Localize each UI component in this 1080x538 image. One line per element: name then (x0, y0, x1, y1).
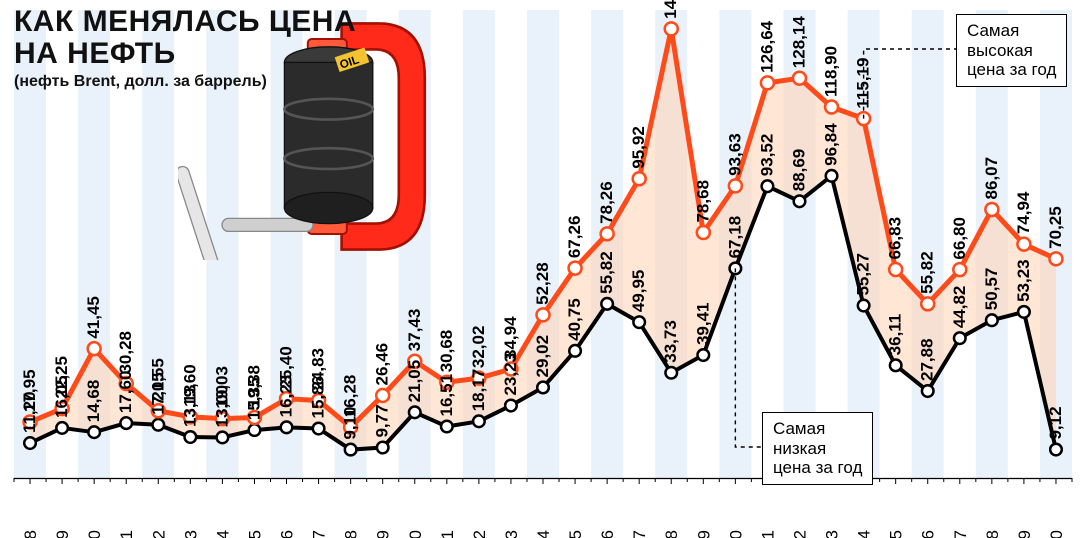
svg-text:1991: 1991 (117, 530, 136, 538)
svg-text:1993: 1993 (181, 530, 200, 538)
svg-text:1997: 1997 (310, 530, 329, 538)
svg-text:2018: 2018 (983, 530, 1002, 538)
svg-text:2013: 2013 (823, 530, 842, 538)
svg-text:2014: 2014 (855, 530, 874, 538)
svg-text:39,41: 39,41 (693, 302, 712, 345)
svg-text:88,69: 88,69 (789, 149, 808, 192)
svg-text:26,46: 26,46 (373, 343, 392, 386)
svg-text:52,28: 52,28 (533, 262, 552, 305)
chart-subtitle: (нефть Brent, долл. за баррель) (14, 73, 356, 91)
svg-text:78,26: 78,26 (597, 181, 616, 224)
svg-text:30,28: 30,28 (116, 331, 135, 374)
svg-text:2004: 2004 (534, 530, 553, 538)
svg-text:93,63: 93,63 (725, 133, 744, 176)
svg-text:1989: 1989 (53, 530, 72, 538)
svg-text:2016: 2016 (919, 530, 938, 538)
svg-text:66,80: 66,80 (950, 217, 969, 260)
svg-text:9,10: 9,10 (341, 407, 360, 440)
svg-text:2002: 2002 (470, 530, 489, 538)
svg-text:2011: 2011 (758, 530, 777, 538)
svg-text:67,26: 67,26 (565, 216, 584, 259)
svg-text:86,07: 86,07 (982, 157, 1001, 200)
svg-text:37,43: 37,43 (405, 309, 424, 352)
svg-text:44,82: 44,82 (950, 286, 969, 329)
svg-text:1998: 1998 (342, 530, 361, 538)
svg-text:53,23: 53,23 (1014, 259, 1033, 302)
svg-text:1988: 1988 (21, 530, 40, 538)
chart-title: КАК МЕНЯЛАСЬ ЦЕНА НА НЕФТЬ (14, 6, 356, 69)
svg-text:15,35: 15,35 (244, 378, 263, 421)
svg-text:17,60: 17,60 (116, 371, 135, 414)
svg-text:1990: 1990 (85, 530, 104, 538)
svg-text:23,23: 23,23 (501, 353, 520, 396)
svg-text:33,73: 33,73 (661, 320, 680, 363)
svg-text:40,75: 40,75 (565, 298, 584, 341)
svg-text:15,86: 15,86 (309, 376, 328, 419)
svg-text:95,92: 95,92 (629, 126, 648, 169)
svg-text:2008: 2008 (662, 530, 681, 538)
svg-text:1995: 1995 (245, 530, 264, 538)
svg-text:13,00: 13,00 (212, 385, 231, 428)
svg-text:13,13: 13,13 (180, 384, 199, 427)
svg-text:128,14: 128,14 (789, 16, 808, 69)
svg-text:36,11: 36,11 (886, 314, 905, 356)
svg-text:2020: 2020 (1047, 530, 1066, 538)
chart-title-block: КАК МЕНЯЛАСЬ ЦЕНА НА НЕФТЬ (нефть Brent,… (14, 6, 356, 91)
svg-text:93,52: 93,52 (757, 134, 776, 177)
svg-text:2012: 2012 (790, 530, 809, 538)
svg-text:2001: 2001 (438, 530, 457, 538)
svg-text:1996: 1996 (278, 530, 297, 538)
svg-text:96,84: 96,84 (822, 123, 841, 166)
svg-text:18,17: 18,17 (469, 369, 488, 412)
callout-low: Самая низкая цена за год (762, 412, 873, 485)
svg-text:41,45: 41,45 (84, 296, 103, 339)
svg-text:27,88: 27,88 (918, 338, 937, 381)
svg-text:16,23: 16,23 (277, 375, 296, 418)
title-line2: НА НЕФТЬ (14, 37, 176, 70)
svg-text:34,94: 34,94 (501, 316, 520, 359)
svg-text:1994: 1994 (213, 530, 232, 538)
svg-text:16,05: 16,05 (52, 375, 71, 418)
svg-text:118,90: 118,90 (822, 46, 841, 97)
svg-text:126,64: 126,64 (757, 20, 776, 73)
svg-text:9,12: 9,12 (1046, 406, 1065, 439)
svg-text:14,68: 14,68 (84, 380, 103, 423)
svg-text:2019: 2019 (1015, 530, 1034, 538)
svg-text:9,77: 9,77 (373, 404, 392, 437)
svg-text:30,68: 30,68 (437, 330, 456, 373)
svg-text:1999: 1999 (374, 530, 393, 538)
svg-text:16,51: 16,51 (437, 374, 456, 417)
svg-text:21,05: 21,05 (405, 360, 424, 403)
svg-text:2005: 2005 (566, 530, 585, 538)
svg-text:29,02: 29,02 (533, 335, 552, 378)
svg-text:2007: 2007 (630, 530, 649, 538)
svg-text:2006: 2006 (598, 530, 617, 538)
svg-text:143,95: 143,95 (661, 0, 680, 19)
svg-text:2010: 2010 (726, 530, 745, 538)
svg-text:1992: 1992 (149, 530, 168, 538)
title-line1: КАК МЕНЯЛАСЬ ЦЕНА (14, 5, 356, 38)
svg-text:50,57: 50,57 (982, 268, 1001, 311)
svg-text:70,25: 70,25 (1046, 206, 1065, 249)
svg-text:78,68: 78,68 (693, 180, 712, 223)
svg-text:2015: 2015 (887, 530, 906, 538)
svg-text:66,83: 66,83 (886, 217, 905, 260)
svg-text:55,82: 55,82 (918, 251, 937, 294)
svg-text:11,20: 11,20 (20, 391, 39, 433)
svg-text:32,02: 32,02 (469, 326, 488, 369)
svg-text:49,95: 49,95 (629, 270, 648, 313)
oil-price-chart: КАК МЕНЯЛАСЬ ЦЕНА НА НЕФТЬ (нефть Brent,… (0, 0, 1080, 538)
svg-text:2000: 2000 (406, 530, 425, 538)
svg-text:2009: 2009 (694, 530, 713, 538)
svg-text:55,27: 55,27 (854, 253, 873, 296)
callout-high: Самая высокая цена за год (956, 14, 1067, 87)
svg-text:2017: 2017 (951, 530, 970, 538)
svg-text:2003: 2003 (502, 530, 521, 538)
svg-text:55,82: 55,82 (597, 251, 616, 294)
svg-text:17,05: 17,05 (148, 372, 167, 415)
svg-text:74,94: 74,94 (1014, 191, 1033, 234)
svg-text:67,18: 67,18 (725, 216, 744, 259)
